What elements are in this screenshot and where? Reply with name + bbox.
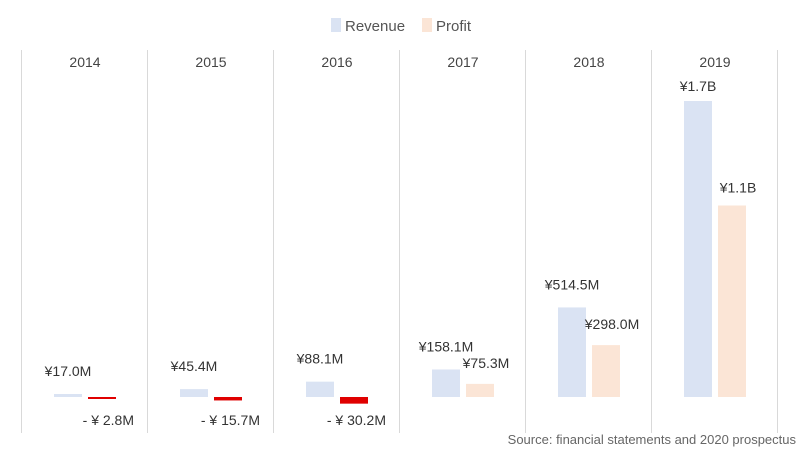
panels: 2014 ¥17.0M - ¥ 2.8M 2015 ¥45.4M - ¥ 15.7M 201… — [21, 50, 778, 433]
revenue-data-label: ¥17.0M — [44, 363, 92, 379]
revenue-data-label: ¥1.7B — [679, 78, 717, 94]
revenue-data-label: ¥514.5M — [544, 276, 599, 292]
profit-data-label: - ¥ 15.7M — [201, 412, 260, 428]
year-label: 2015 — [195, 54, 226, 70]
legend-swatch-profit — [422, 18, 432, 32]
source-note: Source: financial statements and 2020 pr… — [508, 432, 797, 447]
revenue-bar — [558, 307, 586, 397]
revenue-data-label: ¥45.4M — [170, 358, 218, 374]
legend-swatch-revenue — [331, 18, 341, 32]
profit-bar-loss — [88, 397, 116, 399]
revenue-bar — [180, 389, 208, 397]
revenue-data-label: ¥158.1M — [418, 338, 473, 354]
revenue-data-label: ¥88.1M — [296, 351, 344, 367]
profit-data-label: - ¥ 2.8M — [83, 412, 134, 428]
year-label: 2017 — [447, 54, 478, 70]
revenue-bar — [684, 101, 712, 397]
year-label: 2019 — [699, 54, 730, 70]
revenue-bar — [306, 381, 334, 397]
profit-data-label: ¥75.3M — [462, 355, 510, 371]
profit-data-label: ¥1.1B — [719, 179, 757, 195]
year-label: 2018 — [573, 54, 604, 70]
legend: Revenue Profit — [331, 18, 472, 35]
profit-bar — [466, 383, 494, 397]
revenue-bar — [432, 369, 460, 397]
profit-data-label: ¥298.0M — [584, 316, 639, 332]
revenue-bar — [54, 394, 82, 397]
profit-bar-loss — [214, 397, 242, 401]
legend-label-profit: Profit — [436, 18, 472, 35]
profit-bar — [718, 205, 746, 397]
profit-bar — [592, 345, 620, 397]
profit-bar-loss — [340, 397, 368, 404]
year-label: 2014 — [69, 54, 100, 70]
legend-label-revenue: Revenue — [345, 18, 405, 35]
year-label: 2016 — [321, 54, 352, 70]
profit-data-label: - ¥ 30.2M — [327, 412, 386, 428]
